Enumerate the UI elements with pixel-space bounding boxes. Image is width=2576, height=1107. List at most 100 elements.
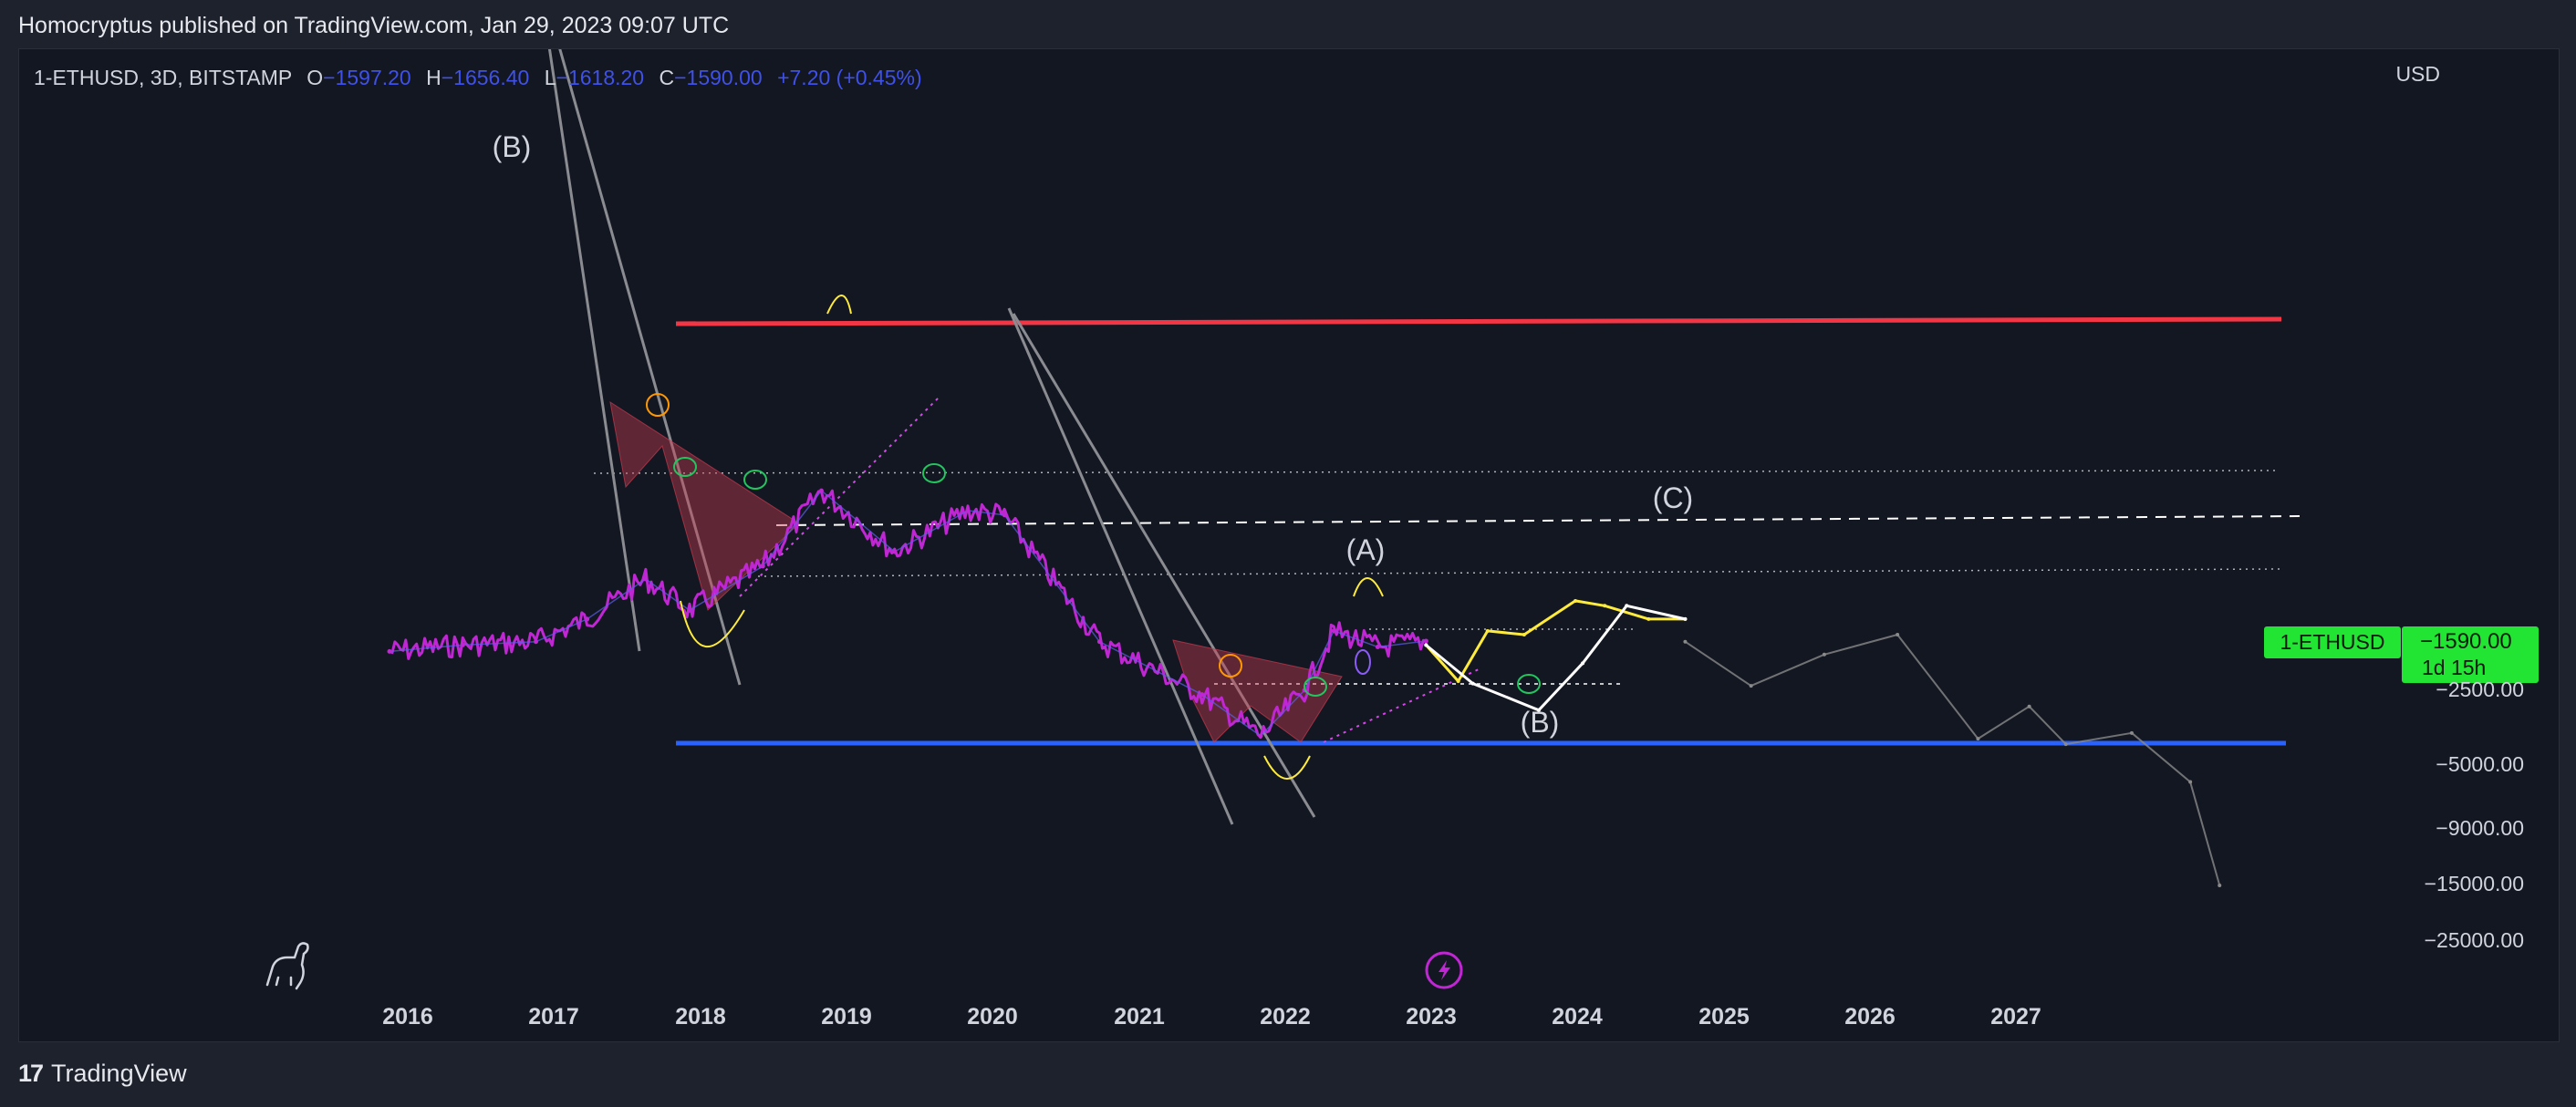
x-tick-label: 2018 (675, 1004, 726, 1029)
projection-point (2129, 730, 2134, 735)
x-tick-label: 2021 (1114, 1004, 1165, 1029)
symbol-name: 1-ETHUSD, 3D, BITSTAMP (34, 66, 292, 89)
price-line-overlay (389, 490, 1427, 737)
dino-icon-shape (265, 942, 309, 990)
projection-point (1646, 616, 1651, 621)
price-point (1002, 512, 1007, 518)
x-tick-label: 2020 (967, 1004, 1018, 1029)
projection-white-line (1425, 604, 1686, 712)
open-value: −1597.20 (323, 66, 411, 89)
price-point (760, 564, 765, 569)
yellow-arc-marker (1353, 577, 1384, 597)
channel-line (1012, 313, 1316, 818)
published-by-line: Homocryptus published on TradingView.com… (18, 13, 730, 38)
price-point (643, 576, 649, 582)
price-chart[interactable]: (B) (A) (B) (C) (19, 49, 2559, 1041)
green-circle-marker (1304, 677, 1327, 697)
x-tick-label: 2019 (821, 1004, 872, 1029)
orange-circle-marker (646, 393, 670, 417)
green-circle-marker (673, 457, 697, 477)
projection-point (1625, 604, 1629, 608)
bar-countdown: 1d 15h (2422, 656, 2487, 679)
projection-point (1536, 708, 1541, 712)
projection-point (2218, 883, 2222, 887)
dotted-level-line (593, 470, 2278, 474)
dotted-level-line (757, 568, 2282, 577)
purple-circle-marker (1355, 649, 1371, 675)
dotted-trendline (1323, 668, 1480, 743)
last-price: −1590.00 (2420, 629, 2512, 654)
price-point (1375, 645, 1380, 650)
projection-point (1581, 661, 1585, 666)
projection-point (1896, 632, 1900, 636)
price-point (534, 639, 538, 645)
projection-point (1749, 684, 1753, 688)
price-point (687, 607, 692, 613)
high-value: −1656.40 (441, 66, 530, 89)
currency-label[interactable]: USD (2395, 62, 2440, 86)
open-label: O (306, 66, 324, 89)
wave-label: (A) (1346, 533, 1386, 566)
green-circle-marker (743, 470, 767, 490)
high-label: H (426, 66, 441, 89)
projection-point (1683, 639, 1688, 644)
x-tick-label: 2027 (1990, 1004, 2041, 1029)
price-series (387, 488, 1428, 740)
close-label: C (659, 66, 675, 89)
projection-point (1470, 681, 1475, 686)
x-tick-label: 2017 (528, 1004, 579, 1029)
last-price-badge: −1590.00 1d 15h (2402, 626, 2539, 683)
projection-gray-line (1684, 634, 2221, 886)
x-tick-label: 2025 (1698, 1004, 1750, 1029)
green-circle-marker (1517, 674, 1541, 694)
projection-point (1424, 643, 1428, 647)
price-point (585, 616, 590, 622)
price-point (1096, 639, 1102, 645)
dotted-trendline (739, 395, 941, 597)
x-tick-label: 2024 (1552, 1004, 1603, 1029)
projection-point (1976, 737, 1980, 741)
price-point (1423, 638, 1428, 644)
projection-point (2188, 780, 2193, 784)
x-tick-label: 2023 (1406, 1004, 1457, 1029)
dashed-level-line (775, 515, 2301, 526)
projection-yellow-line (1425, 599, 1686, 683)
close-value: −1590.00 (674, 66, 763, 89)
projection-point (1456, 679, 1460, 684)
projection-point (1574, 598, 1578, 603)
yellow-arc-marker (826, 295, 852, 315)
price-point (460, 642, 465, 647)
projection-point (1822, 652, 1826, 657)
symbol-price-badge: 1-ETHUSD (2264, 626, 2401, 658)
yellow-arc-marker (680, 600, 745, 648)
y-tick-label: −15000.00 (2424, 872, 2524, 895)
price-point (1331, 628, 1336, 634)
dinosaur-icon (265, 942, 309, 990)
wave-label: (B) (1521, 706, 1560, 739)
x-tick-label: 2022 (1260, 1004, 1311, 1029)
price-point (965, 508, 971, 513)
channel-line (1007, 307, 1234, 825)
channel-line (547, 49, 641, 652)
projection-point (2027, 704, 2031, 709)
orange-circle-marker (1219, 654, 1242, 678)
y-tick-label: −2500.00 (2436, 678, 2524, 701)
chart-pane[interactable]: (B) (A) (B) (C) 1-ETHUSD, 3D, BITSTAMP O−15… (18, 48, 2560, 1042)
price-point (1200, 692, 1205, 698)
tradingview-mark-icon: 17 (18, 1060, 44, 1087)
low-value: −1618.20 (556, 66, 645, 89)
channel-line (558, 49, 742, 686)
lightning-icon-circle (1425, 951, 1463, 989)
y-tick-label: −9000.00 (2436, 816, 2524, 840)
footer-brand: TradingView (51, 1060, 187, 1087)
y-tick-label: −25000.00 (2424, 928, 2524, 952)
projection-point (1603, 604, 1607, 608)
price-point (892, 549, 898, 554)
x-tick-label: 2026 (1844, 1004, 1896, 1029)
symbol-legend[interactable]: 1-ETHUSD, 3D, BITSTAMP O−1597.20 H−1656.… (34, 66, 922, 90)
tradingview-logo[interactable]: 17 TradingView (18, 1060, 187, 1088)
low-label: L (544, 66, 556, 89)
yellow-arc-marker (1263, 755, 1311, 780)
projection-point (2063, 742, 2068, 747)
price-point (387, 648, 392, 654)
